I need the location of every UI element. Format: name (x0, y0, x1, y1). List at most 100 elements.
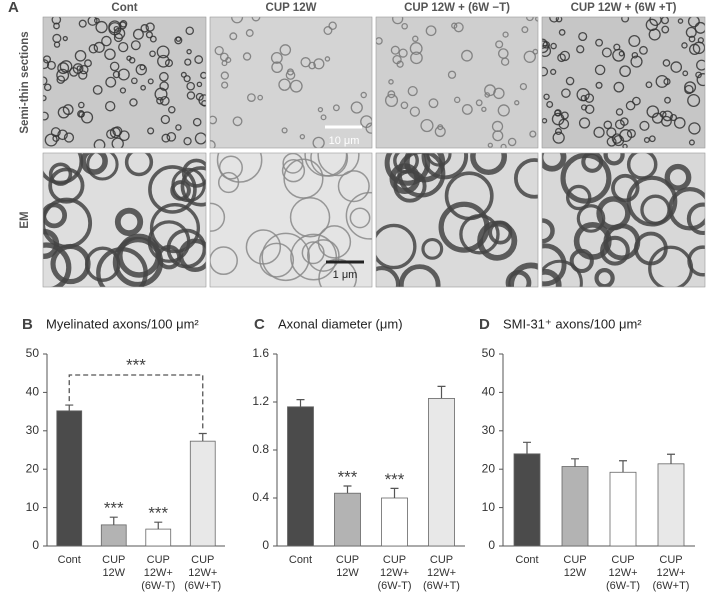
axon (649, 17, 662, 26)
axon (400, 101, 409, 110)
micrograph-frame (541, 16, 706, 149)
micrograph-frame (209, 16, 373, 149)
axon (259, 242, 295, 278)
axon (147, 78, 154, 85)
axon (611, 133, 623, 144)
micrograph-frame (42, 16, 207, 149)
y-tick-label: 20 (26, 461, 40, 475)
axon (550, 68, 557, 76)
axon (664, 163, 692, 191)
axon (412, 35, 419, 43)
axon (360, 115, 372, 129)
axon (117, 68, 130, 81)
axon (180, 166, 206, 207)
axon (495, 40, 504, 49)
axon (43, 111, 49, 121)
axon (507, 137, 517, 147)
axon (365, 122, 372, 134)
axon (428, 98, 439, 109)
axon (148, 165, 197, 214)
axon (350, 101, 363, 114)
axon (221, 60, 228, 67)
error-bar (619, 460, 627, 473)
axon (118, 41, 129, 53)
axon (684, 81, 697, 94)
axon (576, 45, 585, 54)
axon (192, 117, 202, 127)
axon (621, 17, 630, 23)
axon (301, 241, 325, 265)
axon (626, 153, 658, 180)
axon (390, 45, 400, 55)
error-bar (109, 516, 118, 525)
axon (692, 41, 705, 55)
axon (57, 106, 70, 119)
axon (626, 129, 636, 139)
axon (685, 26, 697, 38)
axon (43, 242, 72, 287)
axon (695, 71, 702, 79)
axon (44, 133, 58, 147)
axon (557, 53, 566, 63)
axon (542, 268, 562, 287)
axon (559, 50, 571, 62)
x-tick-label: CUP 12W+ (6W+T) (423, 554, 460, 592)
micrograph-bg (43, 17, 206, 148)
axon (53, 41, 61, 48)
column-heading: CUP 12W (266, 2, 317, 14)
axon (565, 184, 592, 211)
axon (147, 127, 155, 135)
axon (461, 49, 473, 62)
axon (117, 233, 162, 278)
x-tick-label: CUP 12W (102, 554, 126, 579)
y-tick-label: 50 (482, 346, 496, 360)
bar (381, 497, 408, 547)
axon (93, 17, 100, 24)
axon (508, 262, 538, 287)
axon (594, 268, 615, 287)
axon (619, 129, 633, 143)
axon (384, 93, 399, 107)
x-tick-line: (6W-T) (377, 580, 411, 592)
axon (625, 100, 636, 111)
axon (593, 126, 605, 138)
axon (195, 92, 204, 101)
axon (560, 111, 569, 120)
axon (655, 74, 669, 88)
bar (334, 492, 361, 547)
micrograph (376, 153, 538, 287)
axon (662, 59, 671, 67)
axon (178, 238, 206, 273)
axon (78, 101, 85, 109)
axon (114, 207, 144, 237)
axon (646, 105, 660, 118)
micrograph-bg (376, 17, 538, 148)
axon (257, 94, 264, 101)
axon (279, 44, 292, 56)
axon (580, 104, 588, 111)
axon (451, 22, 458, 29)
axon (396, 60, 404, 68)
axon (281, 159, 306, 183)
axon (186, 48, 192, 55)
axon (558, 29, 566, 36)
axon (184, 58, 192, 66)
axon (95, 20, 108, 34)
x-tick-line: CUP (430, 554, 453, 566)
panel-label: C (254, 316, 265, 333)
x-tick-label: CUP 12W+ (6W-T) (141, 554, 175, 592)
axon (576, 204, 606, 233)
axon (278, 78, 291, 91)
axon (317, 106, 324, 113)
significance-bracket (68, 374, 204, 430)
axon (682, 70, 689, 77)
axon (87, 17, 98, 26)
axon (421, 237, 444, 260)
x-tick-line: CUP (147, 554, 170, 566)
axon (112, 70, 121, 79)
axon (320, 114, 327, 121)
axon (619, 65, 631, 78)
axon (247, 93, 256, 102)
axon (576, 88, 590, 102)
